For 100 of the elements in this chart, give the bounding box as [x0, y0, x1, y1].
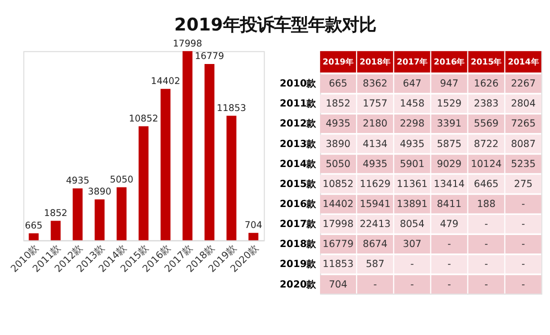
text: -: [410, 279, 414, 290]
y-tick-label: 2012款: [280, 118, 318, 130]
data-label: 17998: [172, 38, 202, 50]
x-tick-label: 2018年: [360, 56, 391, 67]
data-label: 4935: [66, 176, 90, 187]
text: -: [522, 279, 526, 290]
data-label: 307: [402, 239, 422, 250]
y-tick-label: 2013款: [280, 138, 318, 150]
data-label: 9029: [436, 158, 462, 170]
data-label: 8411: [436, 198, 462, 210]
x-tick-label: 2014年: [508, 56, 539, 67]
data-label: 8722: [474, 138, 499, 150]
x-tick-label: 2019年: [322, 56, 354, 67]
data-label: 1458: [400, 98, 424, 110]
data-label: 4134: [362, 138, 388, 150]
text: -: [410, 259, 414, 270]
data-label: 4935: [326, 118, 350, 130]
bar: [182, 51, 192, 240]
y-tick-label: 2020款: [280, 278, 318, 290]
data-label: 3890: [326, 138, 350, 150]
x-tick-label: 2017年: [396, 56, 428, 67]
data-label: 8054: [400, 219, 424, 230]
bar: [204, 64, 214, 240]
data-label: 8674: [362, 239, 388, 250]
text: -: [522, 198, 526, 210]
text: -: [373, 279, 377, 290]
data-label: 665: [328, 78, 348, 90]
chart-title: 2019年投诉车型年款对比: [174, 15, 376, 36]
bar: [72, 188, 83, 240]
y-tick-label: 2015款: [280, 178, 318, 190]
data-label: 8087: [510, 138, 536, 150]
bar: [116, 187, 127, 240]
text: -: [522, 259, 526, 270]
text: -: [522, 219, 526, 230]
data-label: 704: [328, 279, 348, 290]
data-label: 14402: [322, 198, 354, 210]
bar: [28, 233, 39, 240]
data-label: 22413: [360, 219, 391, 230]
data-label: 704: [244, 220, 262, 232]
text: -: [522, 239, 526, 250]
data-label: 11853: [216, 102, 246, 114]
data-label: 4935: [362, 158, 388, 170]
bar: [160, 88, 170, 240]
data-label: 947: [440, 78, 458, 90]
y-tick-label: 2011款: [280, 98, 318, 110]
text: -: [447, 279, 451, 290]
data-label: 8362: [362, 78, 388, 90]
x-tick-label: 2016年: [434, 56, 465, 67]
text: -: [447, 259, 451, 270]
data-label: 479: [440, 219, 458, 230]
data-label: 3890: [88, 186, 112, 198]
data-label: 275: [514, 178, 533, 190]
data-label: 1626: [474, 78, 499, 90]
data-label: 3391: [436, 118, 462, 130]
data-label: 7265: [510, 118, 536, 130]
data-label: 665: [24, 220, 43, 232]
data-label: 1529: [436, 98, 462, 110]
data-label: 11629: [360, 178, 391, 190]
data-label: 16779: [194, 51, 224, 62]
data-label: 587: [366, 259, 384, 270]
data-label: 17998: [322, 219, 354, 230]
data-label: 188: [477, 198, 496, 210]
x-tick-label: 2015年: [470, 56, 502, 67]
data-label: 5875: [436, 138, 462, 150]
data-label: 1757: [362, 98, 388, 110]
data-label: 11853: [322, 259, 354, 270]
data-label: 5235: [510, 158, 536, 170]
data-label: 2267: [510, 78, 536, 90]
data-label: 11361: [396, 178, 428, 190]
data-label: 15941: [360, 198, 391, 210]
bar: [94, 199, 105, 240]
data-label: 5050: [326, 158, 350, 170]
data-label: 2180: [362, 118, 388, 130]
data-label: 16779: [322, 239, 354, 250]
bar: [50, 220, 61, 240]
bar: [248, 232, 258, 240]
data-label: 647: [402, 78, 422, 90]
data-label: 13891: [396, 198, 428, 210]
text: -: [484, 259, 488, 270]
data-label: 2298: [400, 118, 424, 130]
data-label: 10852: [128, 113, 158, 124]
text: -: [484, 239, 488, 250]
text: -: [447, 239, 451, 250]
bar: [138, 126, 149, 240]
data-label: 4935: [400, 138, 424, 150]
data-label: 5901: [400, 158, 424, 170]
data-label: 6465: [474, 178, 499, 190]
data-label: 5050: [110, 174, 134, 186]
y-tick-label: 2010款: [280, 78, 318, 90]
text: -: [484, 219, 488, 230]
data-label: 2804: [510, 98, 536, 110]
data-label: 1852: [326, 98, 350, 110]
y-tick-label: 2014款: [280, 158, 318, 170]
data-label: 1852: [44, 208, 68, 219]
data-label: 10124: [470, 158, 502, 170]
data-label: 10852: [322, 178, 354, 190]
text: -: [484, 279, 488, 290]
data-label: 5569: [474, 118, 499, 130]
data-label: 13414: [434, 178, 465, 190]
y-tick-label: 2016款: [280, 198, 318, 210]
